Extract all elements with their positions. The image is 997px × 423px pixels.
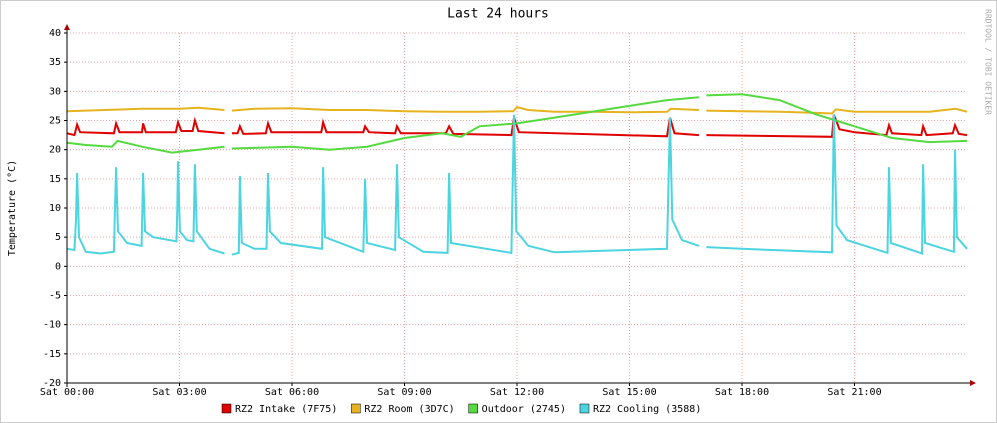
legend-swatch: [579, 403, 590, 414]
x-tick-label: Sat 12:00: [490, 387, 544, 398]
y-tick-label: -5: [49, 291, 61, 302]
x-tick-label: Sat 21:00: [827, 387, 881, 398]
x-tick-label: Sat 03:00: [152, 387, 206, 398]
y-tick-label: 20: [49, 145, 61, 156]
x-tick-label: Sat 09:00: [377, 387, 431, 398]
legend-label: RZ2 Cooling (3588): [593, 404, 701, 415]
y-tick-label: -20: [43, 378, 61, 389]
legend: RZ2 Intake (7F75) RZ2 Room (3D7C) Outdoor …: [221, 403, 701, 415]
chart-title: Last 24 hours: [447, 7, 549, 22]
legend-swatch: [351, 403, 361, 414]
series-line: [66, 105, 968, 115]
series-line: [66, 114, 968, 256]
x-tick-label: Sat 15:00: [602, 387, 656, 398]
x-arrow: [970, 380, 976, 386]
legend-swatch: [468, 403, 478, 414]
y-tick-label: 15: [49, 174, 61, 185]
x-tick-label: Sat 18:00: [715, 387, 769, 398]
watermark: RRDTOOL / TOBI OETIKER: [984, 9, 993, 115]
y-tick-label: 10: [49, 203, 61, 214]
y-tick-label: 30: [49, 86, 61, 97]
y-tick-label: -15: [43, 349, 61, 360]
axes: [64, 24, 976, 387]
lines: [66, 93, 968, 256]
y-arrow: [64, 24, 70, 30]
y-tick-label: -10: [43, 320, 61, 331]
x-tick-label: Sat 06:00: [265, 387, 319, 398]
legend-swatch: [221, 403, 232, 414]
y-tick-label: 25: [49, 116, 61, 127]
legend-label: Outdoor (2745): [482, 404, 566, 415]
y-tick-label: 5: [55, 232, 61, 243]
y-tick-label: 40: [49, 28, 61, 39]
legend-label: RZ2 Intake (7F75): [235, 404, 337, 415]
y-tick-label: 35: [49, 57, 61, 68]
legend-label: RZ2 Room (3D7C): [364, 404, 454, 415]
y-axis-label: Temperature (°C): [7, 160, 18, 256]
series-line: [66, 93, 968, 154]
y-tick-label: 0: [55, 261, 61, 272]
x-tick-label: Sat 00:00: [40, 387, 94, 398]
